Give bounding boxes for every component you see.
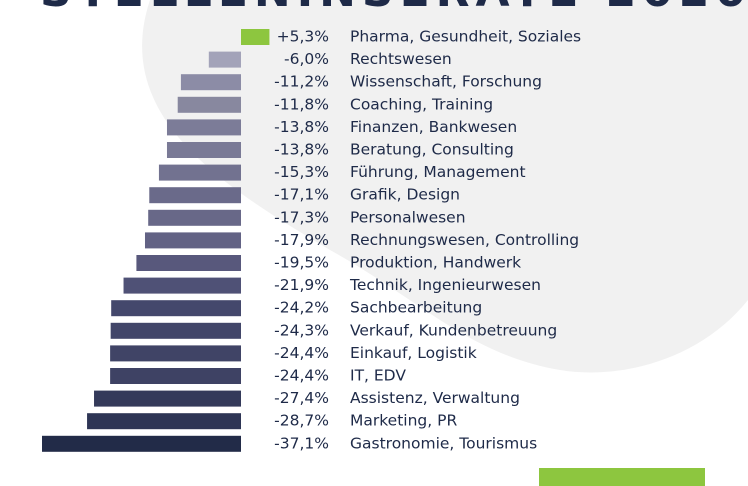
bar <box>166 142 241 158</box>
bar <box>123 277 241 294</box>
value-label: -24,2% <box>274 299 329 317</box>
value-label: -11,8% <box>274 95 329 113</box>
category-label: Beratung, Consulting <box>350 141 514 159</box>
category-label: Rechnungswesen, Controlling <box>350 231 579 249</box>
category-label: Wissenschaft, Forschung <box>350 73 542 91</box>
category-label: Pharma, Gesundheit, Soziales <box>350 28 581 46</box>
category-label: Marketing, PR <box>350 412 457 430</box>
value-label: -28,7% <box>274 412 329 430</box>
background-blob <box>142 0 748 373</box>
bar <box>136 255 241 271</box>
bar <box>110 322 241 339</box>
bar <box>148 209 241 226</box>
value-label: -17,1% <box>274 186 329 204</box>
category-label: Assistenz, Verwaltung <box>350 389 520 407</box>
value-label: -15,3% <box>274 163 329 181</box>
bar <box>177 96 241 113</box>
bar <box>144 232 241 249</box>
bar <box>149 187 241 204</box>
bar <box>158 164 241 181</box>
bar <box>180 74 241 91</box>
bar <box>110 368 241 384</box>
value-label: -27,4% <box>274 389 329 407</box>
value-label: -37,1% <box>274 434 329 452</box>
bar <box>166 119 241 136</box>
category-label: Gastronomie, Tourismus <box>350 434 537 452</box>
value-label: -17,3% <box>274 208 329 226</box>
value-label: -24,3% <box>274 321 329 339</box>
value-label: -13,8% <box>274 141 329 159</box>
value-label: -6,0% <box>284 50 329 68</box>
decor-bar <box>539 468 705 486</box>
category-label: Produktion, Handwerk <box>350 254 521 272</box>
bar <box>110 345 241 362</box>
category-label: Führung, Management <box>350 163 526 181</box>
category-label: Verkauf, Kundenbetreuung <box>350 321 557 339</box>
category-label: Grafik, Design <box>350 186 460 204</box>
category-label: Finanzen, Bankwesen <box>350 118 517 136</box>
category-label: Rechtswesen <box>350 50 452 68</box>
bar <box>241 29 270 45</box>
category-label: Technik, Ingenieurwesen <box>349 276 541 294</box>
bar <box>87 413 241 430</box>
bar <box>208 51 241 68</box>
category-label: Sachbearbeitung <box>350 299 482 317</box>
value-label: -17,9% <box>274 231 329 249</box>
value-label: -11,2% <box>274 73 329 91</box>
value-label: -19,5% <box>274 254 329 272</box>
value-label: +5,3% <box>277 28 329 46</box>
category-label: Einkauf, Logistik <box>350 344 477 362</box>
chart-title: STELLENINSERATE 2020 <box>40 0 748 17</box>
bar <box>111 300 242 317</box>
category-label: Coaching, Training <box>350 95 493 113</box>
bar <box>42 435 241 452</box>
category-label: Personalwesen <box>350 208 466 226</box>
value-label: -13,8% <box>274 118 329 136</box>
value-label: -21,9% <box>274 276 329 294</box>
value-label: -24,4% <box>274 367 329 385</box>
bar <box>94 390 241 407</box>
value-label: -24,4% <box>274 344 329 362</box>
category-label: IT, EDV <box>350 367 406 385</box>
